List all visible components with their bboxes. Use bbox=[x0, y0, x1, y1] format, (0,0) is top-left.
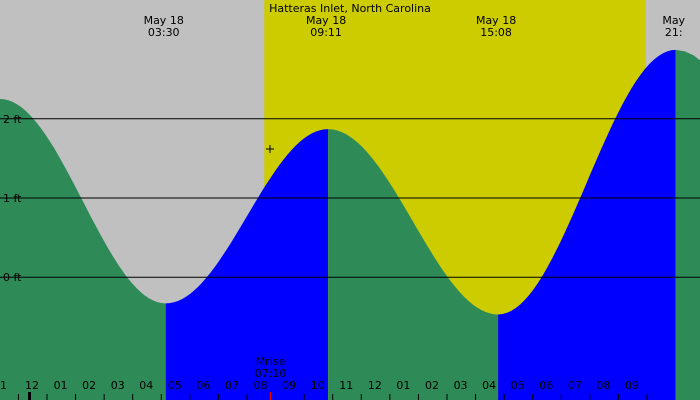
rising-tide-segment bbox=[498, 49, 676, 400]
rising-tide-segment bbox=[165, 129, 329, 400]
hour-tick-label: 12 bbox=[25, 379, 39, 392]
hour-tick-label: 01 bbox=[54, 379, 68, 392]
hour-tick-label: 04 bbox=[139, 379, 153, 392]
hour-tick-label: 05 bbox=[168, 379, 182, 392]
gridline-label: 2 ft bbox=[3, 113, 22, 126]
hour-tick-label: 08 bbox=[254, 379, 268, 392]
height-gridlines: 2 ft 1 ft 0 ft bbox=[0, 113, 700, 284]
hour-tick-label: 03 bbox=[111, 379, 125, 392]
hour-tick-label: 10 bbox=[311, 379, 325, 392]
gridline-label: 1 ft bbox=[3, 192, 22, 205]
moonrise-label: Mrise bbox=[256, 355, 286, 368]
hour-ticks: 1 12 01 02 03 04 05 06 07 08 09 10 11 12 01 02 03 04 05 06 0… bbox=[0, 379, 648, 400]
midnight-tick bbox=[28, 392, 31, 400]
falling-tide-segment bbox=[0, 99, 166, 400]
hour-tick-label: 04 bbox=[482, 379, 496, 392]
hour-tick-label: 02 bbox=[82, 379, 96, 392]
tide-areas bbox=[0, 49, 700, 400]
falling-tide-segment bbox=[328, 129, 499, 400]
hour-tick-label: 09 bbox=[625, 379, 639, 392]
extreme-time: 21: bbox=[665, 26, 683, 39]
falling-tide-segment bbox=[675, 49, 700, 400]
hour-tick-label: 05 bbox=[511, 379, 525, 392]
extreme-date: May 18 bbox=[144, 14, 184, 27]
hour-tick-label: 09 bbox=[282, 379, 296, 392]
hour-tick-label: 12 bbox=[368, 379, 382, 392]
chart-title: Hatteras Inlet, North Carolina bbox=[269, 2, 431, 15]
extreme-date: May 18 bbox=[476, 14, 516, 27]
hour-tick-label: 02 bbox=[425, 379, 439, 392]
extreme-time: 15:08 bbox=[480, 26, 512, 39]
hour-tick-label: 07 bbox=[568, 379, 582, 392]
hour-tick-label: 11 bbox=[339, 379, 353, 392]
extreme-date: May bbox=[662, 14, 685, 27]
hour-tick-label: 03 bbox=[454, 379, 468, 392]
hour-tick-label: 07 bbox=[225, 379, 239, 392]
hour-tick-label: 08 bbox=[596, 379, 610, 392]
hour-tick-label: 06 bbox=[196, 379, 210, 392]
hour-tick-label: 1 bbox=[0, 379, 7, 392]
extreme-date: May 18 bbox=[306, 14, 346, 27]
moonrise-time: 07:10 bbox=[255, 367, 287, 380]
extreme-time: 03:30 bbox=[148, 26, 180, 39]
plus-marker bbox=[266, 145, 274, 153]
hour-tick-label: 01 bbox=[396, 379, 410, 392]
gridline-label: 0 ft bbox=[3, 271, 22, 284]
hour-tick-label: 06 bbox=[539, 379, 553, 392]
extreme-time: 09:11 bbox=[310, 26, 342, 39]
